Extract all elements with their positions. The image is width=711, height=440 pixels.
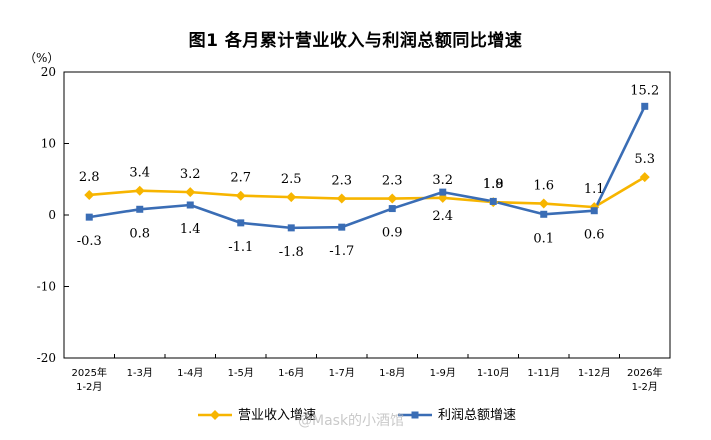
profit-data-label: 3.2 <box>432 173 453 188</box>
revenue-data-label: 1.1 <box>584 182 605 197</box>
profit-data-label: 15.2 <box>630 83 659 98</box>
profit-point <box>489 197 497 205</box>
y-tick-label: 0 <box>48 208 56 222</box>
x-tick-label: 1-8月 <box>379 367 405 379</box>
profit-data-label: -1.7 <box>329 244 354 259</box>
revenue-point <box>387 193 398 204</box>
profit-data-label: 0.1 <box>533 231 554 246</box>
series-line-profit <box>89 105 646 230</box>
x-tick-label: 1-6月 <box>278 367 304 379</box>
profit-data-label: -1.1 <box>228 240 253 255</box>
y-tick-label: -10 <box>37 280 56 294</box>
profit-point <box>237 219 245 227</box>
x-tick-label: 1-7月 <box>329 367 355 379</box>
x-tick-label: 1-3月 <box>127 367 153 379</box>
legend-profit-marker <box>411 411 419 419</box>
revenue-data-label: 2.4 <box>432 209 453 224</box>
revenue-point <box>639 172 650 183</box>
profit-point <box>287 224 295 232</box>
profit-point <box>136 205 144 213</box>
profit-point <box>85 213 93 221</box>
x-tick-label: 1-12月 <box>578 367 611 379</box>
revenue-data-label: 2.5 <box>281 172 302 187</box>
profit-data-label: 0.6 <box>584 228 605 243</box>
x-tick-label: 1-10月 <box>477 367 510 379</box>
x-tick-label: 1-11月 <box>527 367 560 379</box>
profit-point <box>388 205 396 213</box>
x-tick-label: 1-5月 <box>228 367 254 379</box>
revenue-data-label: 3.2 <box>180 167 201 182</box>
revenue-point <box>134 185 145 196</box>
revenue-data-label: 2.3 <box>331 174 352 189</box>
revenue-point <box>235 190 246 201</box>
revenue-point <box>286 192 297 203</box>
profit-point <box>338 223 346 231</box>
chart-title: 图1 各月累计营业收入与利润总额同比增速 <box>188 31 523 51</box>
profit-data-label: -1.8 <box>279 245 304 260</box>
revenue-data-label: 5.3 <box>634 152 655 167</box>
profit-data-label: -0.3 <box>77 234 102 249</box>
revenue-data-label: 3.4 <box>129 166 150 181</box>
revenue-data-label: 1.8 <box>483 177 504 192</box>
x-tick-label: 2025年 1-2月 <box>72 366 107 393</box>
revenue-point <box>84 189 95 200</box>
revenue-data-label: 2.7 <box>230 171 251 186</box>
profit-data-label: 0.9 <box>382 226 403 241</box>
y-axis-label: （%） <box>24 51 59 65</box>
series-line-revenue <box>89 175 646 209</box>
x-tick-label: 1-9月 <box>430 367 456 379</box>
x-tick-label: 1-4月 <box>177 367 203 379</box>
legend-revenue-marker <box>210 410 220 420</box>
profit-point <box>439 188 447 196</box>
legend-revenue-label: 营业收入增速 <box>238 408 316 423</box>
x-tick-label: 2026年 1-2月 <box>627 366 662 393</box>
revenue-data-label: 2.8 <box>79 170 100 185</box>
y-tick-label: -20 <box>37 351 56 365</box>
legend-profit-label: 利润总额增速 <box>438 408 516 423</box>
revenue-data-label: 2.3 <box>382 174 403 189</box>
profit-point <box>186 201 194 209</box>
profit-data-label: 1.4 <box>180 222 201 237</box>
watermark: @Mask的小酒馆 <box>298 413 404 429</box>
revenue-point <box>538 198 549 209</box>
profit-point <box>590 207 598 215</box>
revenue-point <box>185 187 196 198</box>
profit-data-label: 1.9 <box>483 177 504 192</box>
plot-frame <box>63 71 671 359</box>
y-tick-label: 20 <box>41 65 56 79</box>
y-tick-label: 10 <box>41 137 56 151</box>
revenue-point <box>336 193 347 204</box>
profit-data-label: 0.8 <box>129 226 150 241</box>
revenue-data-label: 1.6 <box>533 179 554 194</box>
profit-point <box>641 102 649 110</box>
profit-point <box>540 210 548 218</box>
